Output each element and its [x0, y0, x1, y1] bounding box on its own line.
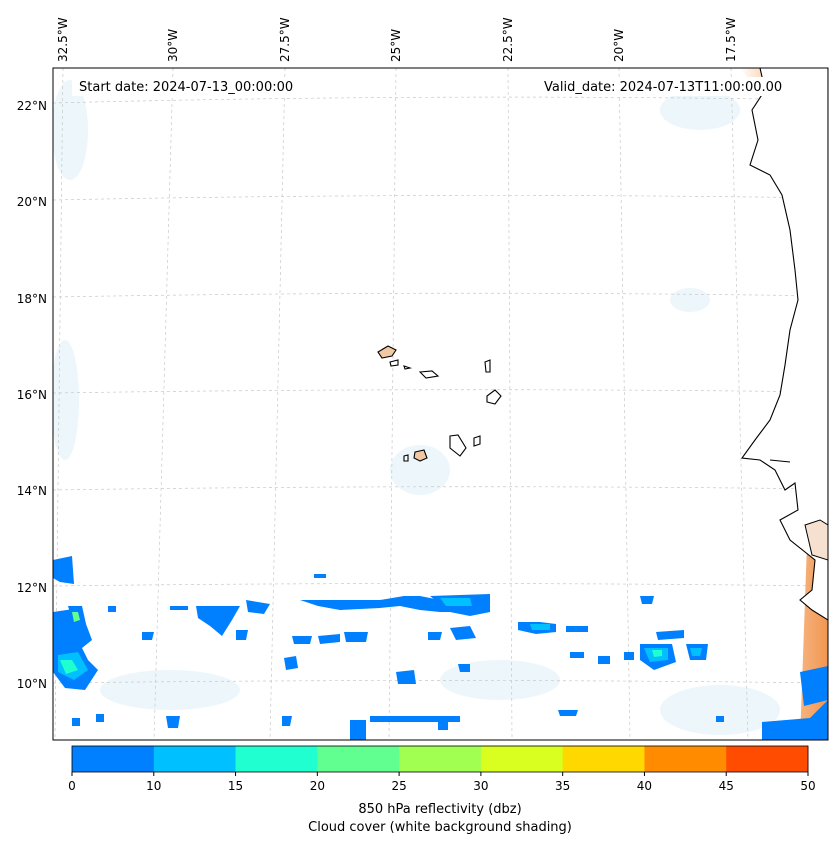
- colorbar-tick-label: 50: [800, 779, 815, 793]
- lat-label: 22°N: [17, 99, 47, 113]
- colorbar-tick-label: 25: [391, 779, 406, 793]
- map-frame: [52, 67, 829, 741]
- colorbar-segment: [644, 746, 727, 772]
- lat-labels: 22°N 20°N 18°N 16°N 14°N 12°N 10°N: [17, 99, 47, 691]
- lon-label: 17.5°W: [724, 17, 738, 62]
- colorbar-border: [71, 745, 809, 773]
- colorbar-segment: [317, 746, 400, 772]
- lat-label: 10°N: [17, 677, 47, 691]
- map-background: [53, 68, 828, 740]
- lat-label: 20°N: [17, 195, 47, 209]
- coastline-gambia: [769, 459, 791, 463]
- cloud-cover-shading: [53, 80, 780, 735]
- lon-label: 32.5°W: [56, 17, 70, 62]
- lon-label: 20°W: [612, 29, 626, 62]
- lon-label: 25°W: [389, 29, 403, 62]
- colorbar-tick-label: 0: [68, 779, 76, 793]
- colorbar-segment: [399, 746, 482, 772]
- lat-label: 16°N: [17, 388, 47, 402]
- lat-label: 12°N: [17, 581, 47, 595]
- colorbar-tick-label: 45: [719, 779, 734, 793]
- colorbar-tick-label: 10: [146, 779, 161, 793]
- coastline-guinea: [804, 519, 828, 561]
- start-date-label: Start date: 2024-07-13_00:00:00: [79, 80, 293, 95]
- valid-date-label: Valid_date: 2024-07-13T11:00:00.00: [544, 80, 782, 95]
- colorbar-segment: [562, 746, 645, 772]
- colorbar-tick-label: 35: [555, 779, 570, 793]
- graticule: [53, 68, 828, 740]
- lat-label: 18°N: [17, 292, 47, 306]
- colorbar-tick-label: 30: [473, 779, 488, 793]
- coastline-africa: [741, 68, 828, 621]
- map-content: [53, 68, 828, 740]
- colorbar-title: 850 hPa reflectivity (dbz): [358, 802, 521, 817]
- lon-label: 27.5°W: [278, 17, 292, 62]
- lon-labels: 32.5°W 30°W 27.5°W 25°W 22.5°W 20°W 17.5…: [56, 17, 738, 62]
- lon-label: 22.5°W: [501, 17, 515, 62]
- cape-verde-islands: [377, 345, 502, 462]
- lat-label: 14°N: [17, 484, 47, 498]
- colorbar-segment: [726, 746, 809, 772]
- colorbar-segment: [153, 746, 237, 772]
- reflectivity-patches: [53, 556, 828, 740]
- colorbar-segment: [72, 746, 155, 772]
- colorbar: 0 10 15 20 25 30 35 40 45 50: [68, 745, 816, 793]
- colorbar-tick-label: 40: [637, 779, 652, 793]
- start-date-box: [72, 77, 314, 96]
- colorbar-segment: [235, 746, 318, 772]
- colorbar-tick-label: 20: [310, 779, 325, 793]
- colorbar-segment: [480, 746, 564, 772]
- valid-date-box: [540, 77, 808, 96]
- lon-label: 30°W: [166, 29, 180, 62]
- colorbar-tick-label: 15: [228, 779, 243, 793]
- colorbar-subtitle: Cloud cover (white background shading): [308, 820, 572, 835]
